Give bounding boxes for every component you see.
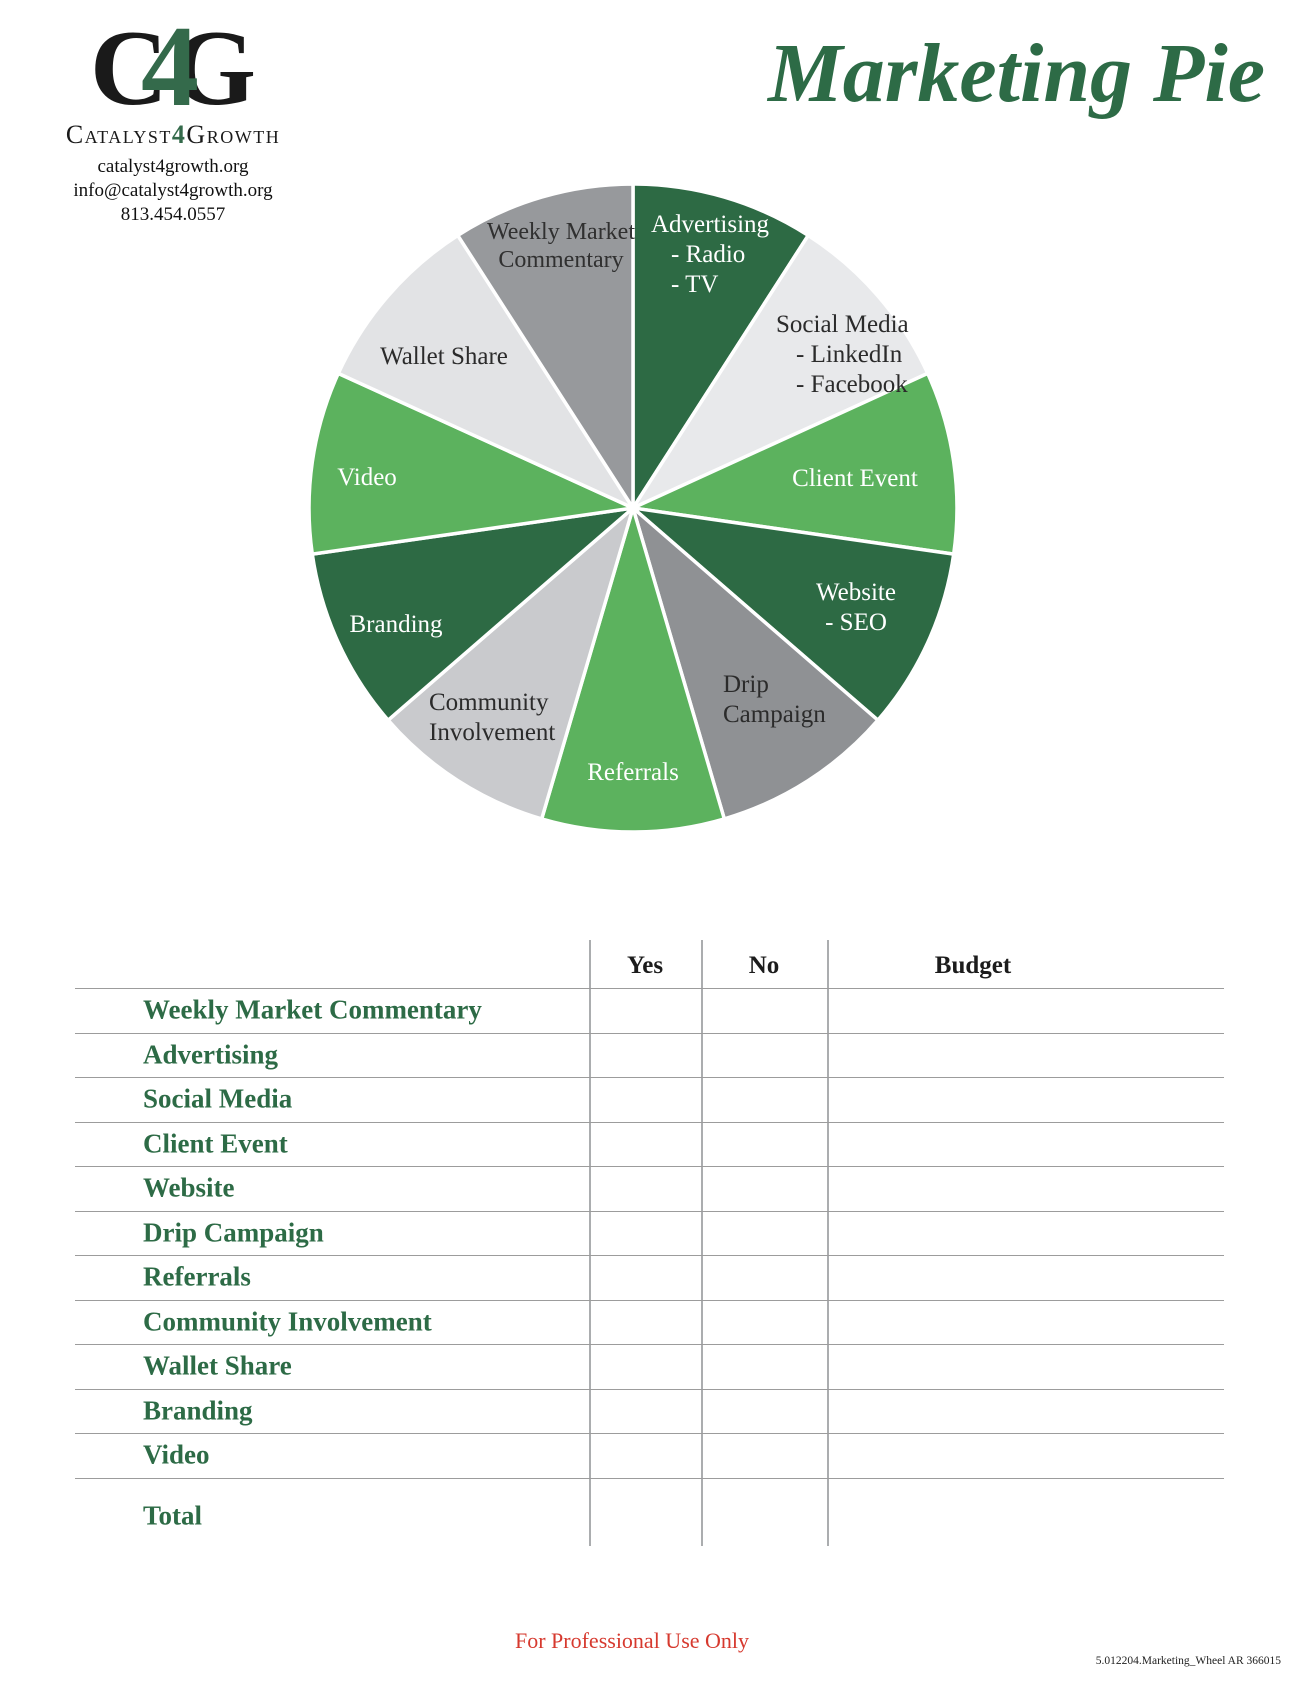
company-name-pre: Catalyst — [65, 120, 172, 149]
table-row-label-community-involvement: Community Involvement — [143, 1306, 432, 1337]
table-row-label-advertising: Advertising — [143, 1039, 278, 1070]
table-row-label-branding: Branding — [143, 1395, 253, 1426]
table-hline — [75, 1388, 1224, 1390]
company-name-4: 4 — [171, 120, 187, 149]
table-row-label-social-media: Social Media — [143, 1083, 293, 1114]
column-header-budget: Budget — [934, 952, 1012, 979]
document-code: 5.012204.Marketing_Wheel AR 366015 — [1095, 1655, 1281, 1667]
pie-slice-community-involvement — [386, 506, 635, 821]
table-hline — [75, 1166, 1224, 1167]
company-logo: C 4 G Catalyst4Growth catalyst4growth.or… — [18, 3, 328, 227]
slice-label-advertising: Advertising - Radio - TV — [651, 211, 770, 298]
logo-monogram-c4g: C 4 G — [18, 3, 328, 132]
slice-label-referrals: Referrals — [587, 759, 679, 786]
company-name: Catalyst4Growth — [18, 120, 328, 150]
table-hline — [75, 1255, 1224, 1256]
slice-label-video: Video — [337, 464, 397, 491]
table-row-label-referrals: Referrals — [143, 1261, 251, 1292]
table-row-label-client-event: Client Event — [143, 1128, 288, 1159]
table-hline — [75, 1344, 1224, 1345]
pie-slice-client-event — [631, 371, 959, 556]
pie-slice-branding — [310, 506, 635, 722]
pie-slice-wallet-share — [336, 233, 635, 510]
logo-digit-4: 4 — [140, 3, 199, 132]
company-name-post: Growth — [186, 120, 281, 149]
logo-letter-c: C — [89, 9, 168, 129]
company-email: info@catalyst4growth.org — [73, 180, 273, 201]
pie-slice-advertising — [631, 182, 810, 510]
pie-slice-drip-campaign — [631, 506, 880, 821]
table-row-label-drip-campaign: Drip Campaign — [143, 1217, 324, 1248]
slice-label-social-media: Social Media - LinkedIn - Facebook — [776, 311, 909, 398]
table-vline-budget — [827, 940, 829, 1546]
marketing-pie-chart — [307, 182, 959, 834]
table-row-label-video: Video — [143, 1439, 210, 1470]
table-row-label-weekly-market-commentary: Weekly Market Commentary — [143, 994, 482, 1025]
slice-label-website: Website - SEO — [816, 579, 896, 636]
table-hline — [75, 1299, 1224, 1301]
slice-label-drip-campaign: Drip Campaign — [723, 671, 826, 728]
table-hline — [75, 1077, 1224, 1078]
slice-label-wallet-share: Wallet Share — [380, 343, 508, 370]
page-title: Marketing Pie — [768, 27, 1265, 120]
table-hline — [75, 1433, 1224, 1434]
pie-slice-website — [631, 506, 956, 722]
table-hline — [75, 988, 1224, 989]
table-hline — [75, 1210, 1224, 1212]
column-header-yes: Yes — [626, 952, 664, 979]
pie-slice-video — [307, 371, 635, 556]
company-website: catalyst4growth.org — [97, 156, 249, 177]
total-row-label: Total — [143, 1500, 203, 1531]
table-row-label-wallet-share: Wallet Share — [143, 1350, 292, 1381]
logo-letter-g: G — [171, 9, 256, 129]
disclaimer-text: For Professional Use Only — [514, 1628, 750, 1653]
table-vline-no — [701, 940, 703, 1546]
table-hline — [75, 1032, 1224, 1034]
pie-slice-social-media — [631, 233, 930, 510]
table-hline — [75, 1477, 1224, 1479]
contact-info: catalyst4growth.org info@catalyst4growth… — [18, 155, 328, 227]
company-phone: 813.454.0557 — [120, 204, 226, 225]
column-header-no: No — [748, 952, 780, 979]
pie-slice-referrals — [539, 506, 727, 834]
slice-label-community-involvement: Community Involvement — [429, 689, 556, 746]
marketing-checklist-table: Yes No Budget Weekly Market Commentary Ad… — [75, 940, 1224, 1560]
slice-label-weekly-market-commentary: Weekly Market Commentary — [486, 219, 636, 273]
table-row-label-website: Website — [143, 1172, 235, 1203]
pie-slice-weekly-market-commentary — [456, 182, 635, 510]
slice-label-client-event: Client Event — [792, 465, 918, 492]
table-hline — [75, 1121, 1224, 1123]
table-vline-yes — [589, 940, 591, 1546]
slice-label-branding: Branding — [349, 611, 443, 638]
